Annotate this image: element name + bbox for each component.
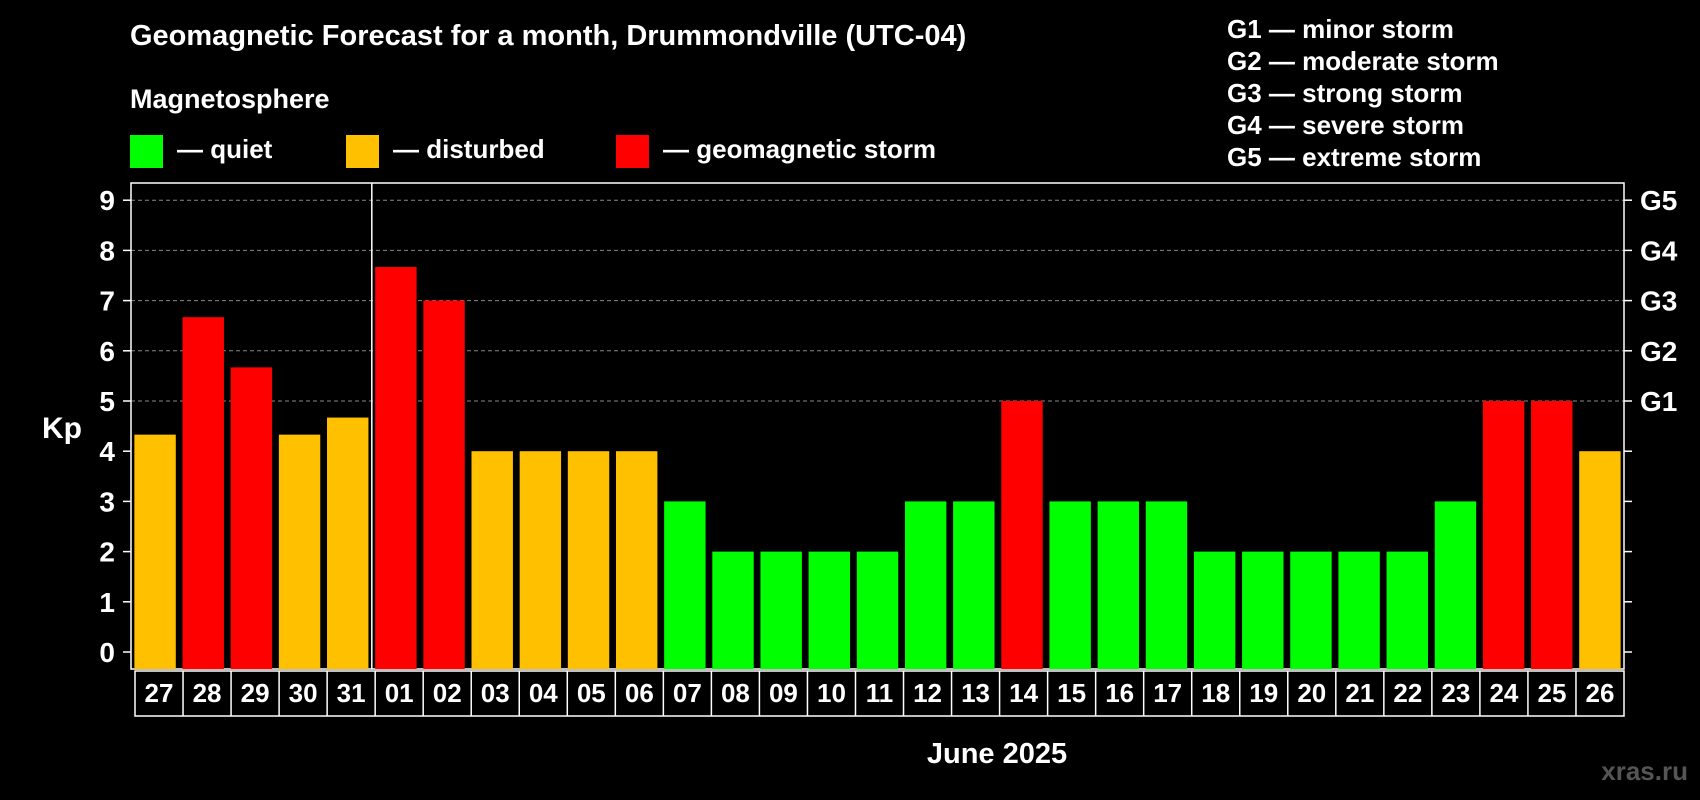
- kp-bar: [423, 300, 465, 669]
- kp-bar: [567, 451, 610, 669]
- storm-scale-g2: G2 — moderate storm: [1227, 46, 1499, 76]
- kp-bar: [1242, 551, 1284, 669]
- y-tick-label: 6: [99, 336, 115, 367]
- y-tick-label: 0: [99, 637, 115, 668]
- x-tick-label: 27: [145, 678, 174, 708]
- kp-bar: [1049, 501, 1091, 669]
- y-tick-label: 7: [99, 286, 115, 317]
- x-tick-label: 06: [625, 678, 654, 708]
- kp-bar: [1434, 501, 1477, 669]
- kp-bar: [375, 266, 417, 669]
- x-tick-label: 23: [1441, 678, 1470, 708]
- kp-bar: [1482, 401, 1525, 669]
- x-tick-label: 12: [913, 678, 942, 708]
- kp-bar: [134, 434, 176, 669]
- legend-label-quiet: — quiet: [177, 134, 273, 164]
- storm-scale-g4: G4 — severe storm: [1227, 110, 1465, 140]
- g-scale-label: G4: [1640, 235, 1678, 266]
- x-tick-label: 09: [769, 678, 798, 708]
- x-tick-label: 19: [1249, 678, 1278, 708]
- x-tick-label: 21: [1345, 678, 1374, 708]
- x-tick-label: 15: [1057, 678, 1086, 708]
- kp-bar: [1193, 551, 1236, 669]
- x-tick-label: 20: [1297, 678, 1326, 708]
- x-tick-label: 04: [529, 678, 558, 708]
- kp-bar: [1001, 401, 1043, 669]
- x-tick-label: 16: [1105, 678, 1134, 708]
- kp-bar: [1290, 551, 1332, 669]
- legend-heading: Magnetosphere: [130, 84, 330, 114]
- x-tick-label: 14: [1009, 678, 1038, 708]
- kp-bar: [327, 417, 369, 669]
- x-tick-label: 10: [817, 678, 846, 708]
- g-scale-label: G1: [1640, 386, 1677, 417]
- x-tick-label: 17: [1153, 678, 1182, 708]
- kp-bar: [1338, 551, 1380, 669]
- kp-bar: [808, 551, 851, 669]
- legend-swatch-quiet: [130, 135, 163, 168]
- kp-bar: [664, 501, 706, 669]
- x-axis-label: June 2025: [927, 738, 1067, 770]
- g-scale-label: G2: [1640, 336, 1677, 367]
- y-axis-label: Kp: [42, 412, 82, 445]
- kp-bar: [904, 501, 947, 669]
- x-tick-label: 05: [577, 678, 606, 708]
- kp-bar: [953, 501, 995, 669]
- chart-title: Geomagnetic Forecast for a month, Drummo…: [130, 20, 967, 52]
- storm-scale-g1: G1 — minor storm: [1227, 14, 1454, 44]
- kp-bar: [760, 551, 802, 669]
- kp-bar: [182, 317, 224, 669]
- kp-bar: [1531, 401, 1573, 669]
- x-tick-label: 25: [1537, 678, 1566, 708]
- storm-scale-g3: G3 — strong storm: [1227, 78, 1463, 108]
- legend-swatch-storm: [616, 135, 649, 168]
- x-tick-label: 01: [385, 678, 414, 708]
- kp-bar: [471, 451, 513, 669]
- kp-bar: [615, 451, 658, 669]
- kp-bar: [278, 434, 321, 669]
- x-tick-label: 07: [673, 678, 702, 708]
- x-tick-label: 13: [961, 678, 990, 708]
- watermark: xras.ru: [1601, 756, 1688, 786]
- storm-scale-g5: G5 — extreme storm: [1227, 142, 1482, 172]
- legend-swatch-disturbed: [346, 135, 379, 168]
- g-scale-label: G3: [1640, 286, 1677, 317]
- kp-bar: [1145, 501, 1188, 669]
- y-tick-label: 3: [99, 486, 115, 517]
- y-tick-label: 2: [99, 537, 115, 568]
- x-tick-label: 24: [1489, 678, 1518, 708]
- legend-label-storm: — geomagnetic storm: [663, 134, 937, 164]
- kp-bar: [1386, 551, 1428, 669]
- x-tick-label: 26: [1586, 678, 1615, 708]
- kp-bar: [712, 551, 754, 669]
- kp-bar: [1579, 451, 1621, 669]
- x-tick-label: 02: [433, 678, 462, 708]
- x-tick-label: 22: [1393, 678, 1422, 708]
- x-tick-label: 30: [289, 678, 318, 708]
- y-tick-label: 8: [99, 235, 115, 266]
- x-tick-label: 18: [1201, 678, 1230, 708]
- legend-label-disturbed: — disturbed: [393, 134, 545, 164]
- x-tick-label: 11: [866, 678, 894, 708]
- kp-bar: [1097, 501, 1140, 669]
- x-tick-label: 31: [337, 678, 366, 708]
- x-tick-label: 08: [721, 678, 750, 708]
- y-tick-label: 4: [99, 436, 115, 467]
- g-scale-label: G5: [1640, 185, 1677, 216]
- kp-bar: [856, 551, 899, 669]
- y-tick-label: 1: [99, 587, 115, 618]
- x-tick-label: 28: [193, 678, 222, 708]
- y-tick-label: 5: [99, 386, 115, 417]
- y-tick-label: 9: [99, 185, 115, 216]
- kp-bar: [519, 451, 562, 669]
- x-tick-label: 29: [241, 678, 270, 708]
- x-tick-label: 03: [481, 678, 510, 708]
- date-box-frame: [134, 670, 1625, 717]
- kp-bar: [230, 367, 273, 669]
